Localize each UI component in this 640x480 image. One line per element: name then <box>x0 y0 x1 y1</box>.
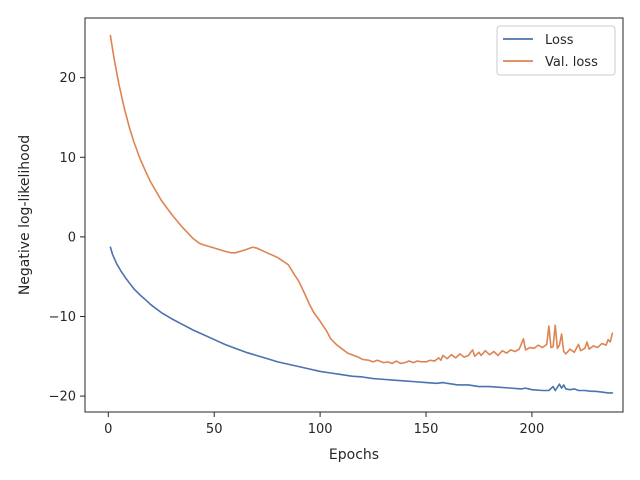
legend-label-val-loss: Val. loss <box>545 55 598 70</box>
x-axis-label: Epochs <box>329 447 379 463</box>
legend: Loss Val. loss <box>496 25 616 76</box>
x-tick-label: 50 <box>206 422 223 437</box>
x-tick-label: 0 <box>104 422 112 437</box>
y-tick-label: −20 <box>49 390 76 405</box>
y-axis: −20 −10 0 10 20 <box>49 71 85 405</box>
legend-label-loss: Loss <box>545 33 574 48</box>
x-tick-label: 200 <box>520 422 545 437</box>
y-axis-label: Negative log-likelihood <box>17 135 33 295</box>
plot-frame <box>84 17 624 413</box>
x-tick-label: 100 <box>308 422 333 437</box>
series-line-val-loss <box>109 34 614 365</box>
series-line-loss <box>109 246 614 394</box>
x-axis: 0 50 100 150 200 <box>104 412 544 437</box>
series-layer <box>109 34 614 394</box>
x-tick-label: 150 <box>414 422 439 437</box>
y-tick-label: −10 <box>49 310 76 325</box>
y-tick-label: 10 <box>59 151 76 166</box>
y-tick-label: 0 <box>68 230 76 245</box>
plot-area <box>84 17 624 413</box>
y-tick-label: 20 <box>59 71 76 86</box>
